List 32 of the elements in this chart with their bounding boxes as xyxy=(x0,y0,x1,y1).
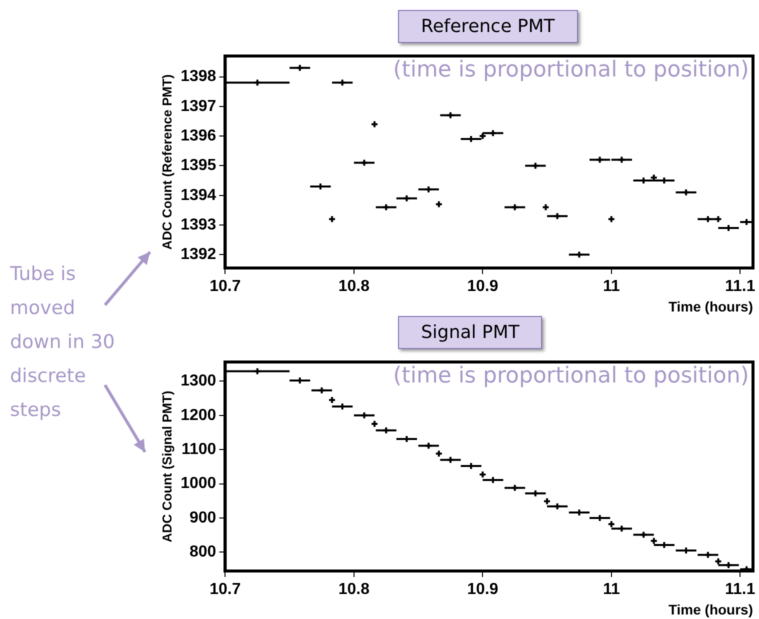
chart-title: Reference PMT xyxy=(398,10,578,43)
x-tick-label: 10.8 xyxy=(338,581,370,598)
y-tick-label: 1100 xyxy=(181,440,216,458)
y-axis-title: ADC Count (Reference PMT) xyxy=(159,74,174,250)
x-tick-label: 11 xyxy=(602,581,620,598)
x-tick-label: 11.1 xyxy=(724,278,756,296)
y-tick-label: 1395 xyxy=(180,157,216,174)
y-axis-title: ADC Count (Signal PMT) xyxy=(159,390,174,542)
x-tick-label: 11.1 xyxy=(724,581,756,598)
y-tick-label: 1398 xyxy=(180,68,216,86)
x-tick-label: 10.7 xyxy=(210,581,241,598)
y-tick-label: 1000 xyxy=(180,475,216,492)
y-tick-label: 800 xyxy=(189,544,216,561)
x-axis-title: Time (hours) xyxy=(668,298,753,314)
chart-title: Signal PMT xyxy=(398,316,542,349)
annotation: (time is proportional to position) xyxy=(393,364,749,389)
x-tick-label: 10.9 xyxy=(467,581,498,598)
y-tick-label: 1396 xyxy=(180,127,216,144)
y-tick-label: 900 xyxy=(189,509,216,526)
y-tick-label: 1200 xyxy=(180,406,216,424)
x-tick-label: 10.9 xyxy=(467,278,498,296)
x-tick-label: 10.7 xyxy=(210,278,241,296)
annotation: (time is proportional to position) xyxy=(393,58,749,83)
y-tick-label: 1394 xyxy=(180,186,216,204)
y-tick-label: 1397 xyxy=(180,98,216,115)
x-tick-label: 10.8 xyxy=(338,278,370,296)
y-tick-label: 1392 xyxy=(180,246,216,264)
y-tick-label: 1300 xyxy=(180,372,216,390)
y-tick-label: 1393 xyxy=(180,216,216,234)
x-axis-title: Time (hours) xyxy=(668,601,753,618)
x-tick-label: 11 xyxy=(602,278,620,296)
text: Tube is moved down in 30 discrete steps xyxy=(10,262,116,423)
